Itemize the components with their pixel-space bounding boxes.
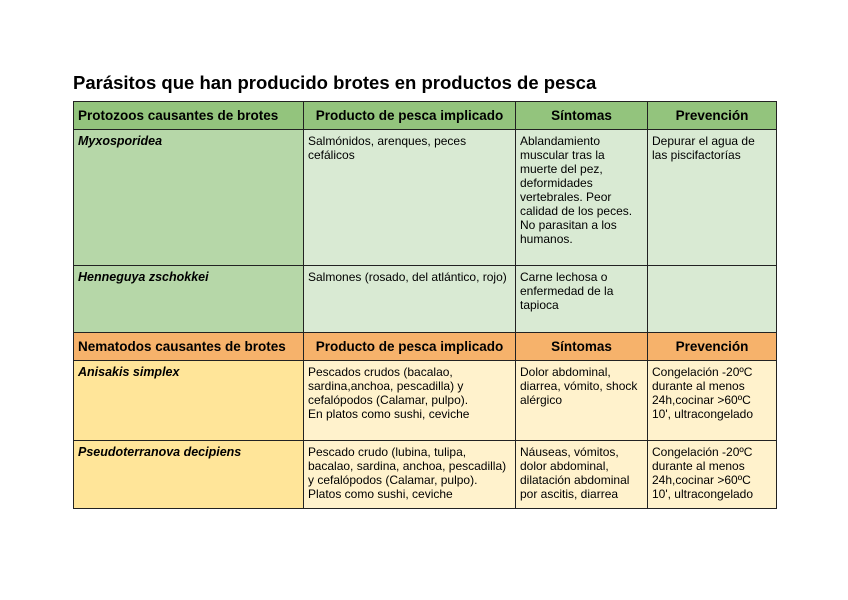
symptoms-cell: Náuseas, vómitos, dolor abdominal, dilat… [515, 440, 648, 509]
table-row: Pseudoterranova decipiens Pescado crudo … [73, 440, 777, 509]
product-cell: Pescados crudos (bacalao, sardina,anchoa… [303, 360, 516, 441]
table-row: Anisakis simplex Pescados crudos (bacala… [73, 360, 777, 441]
header-cell: Síntomas [515, 101, 648, 130]
symptoms-cell: Carne lechosa o enfermedad de la tapioca [515, 265, 648, 333]
product-cell: Pescado crudo (lubina, tulipa, bacalao, … [303, 440, 516, 509]
header-cell: Producto de pesca implicado [303, 101, 516, 130]
header-cell: Síntomas [515, 332, 648, 361]
table-row: Henneguya zschokkei Salmones (rosado, de… [73, 265, 777, 333]
prevention-cell: Congelación -20ºC durante al menos 24h,c… [647, 360, 777, 441]
symptoms-cell: Dolor abdominal, diarrea, vómito, shock … [515, 360, 648, 441]
prevention-cell: Depurar el agua de las piscifactorías [647, 129, 777, 266]
prevention-cell [647, 265, 777, 333]
protozoa-header-row: Protozoos causantes de brotes Producto d… [73, 101, 777, 130]
header-cell: Producto de pesca implicado [303, 332, 516, 361]
symptoms-cell: Ablandamiento muscular tras la muerte de… [515, 129, 648, 266]
nematode-header-row: Nematodos causantes de brotes Producto d… [73, 332, 777, 361]
header-cell: Prevención [647, 332, 777, 361]
species-cell: Anisakis simplex [73, 360, 304, 441]
species-cell: Henneguya zschokkei [73, 265, 304, 333]
header-cell: Nematodos causantes de brotes [73, 332, 304, 361]
header-cell: Prevención [647, 101, 777, 130]
product-cell: Salmones (rosado, del atlántico, rojo) [303, 265, 516, 333]
page-title: Parásitos que han producido brotes en pr… [73, 72, 597, 93]
table-row: Myxosporidea Salmónidos, arenques, peces… [73, 129, 777, 266]
parasites-table: Protozoos causantes de brotes Producto d… [73, 101, 777, 509]
header-cell: Protozoos causantes de brotes [73, 101, 304, 130]
prevention-cell: Congelación -20ºC durante al menos 24h,c… [647, 440, 777, 509]
species-cell: Myxosporidea [73, 129, 304, 266]
species-cell: Pseudoterranova decipiens [73, 440, 304, 509]
product-cell: Salmónidos, arenques, peces cefálicos [303, 129, 516, 266]
